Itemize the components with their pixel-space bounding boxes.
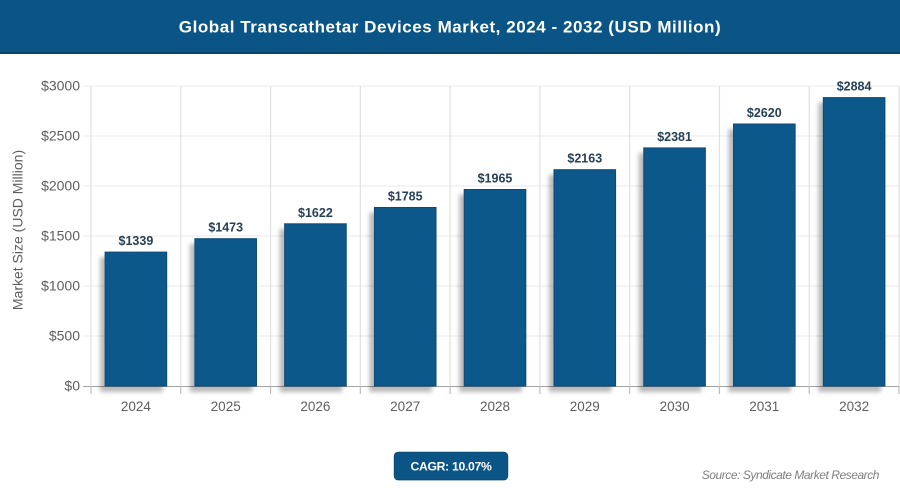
- svg-text:$1500: $1500: [41, 228, 80, 244]
- svg-text:Global Transcathetar Devices M: Global Transcathetar Devices Market, 202…: [179, 17, 721, 36]
- svg-text:$2381: $2381: [657, 130, 692, 144]
- svg-text:$500: $500: [49, 328, 80, 344]
- svg-text:2026: 2026: [300, 399, 330, 414]
- svg-text:$1965: $1965: [478, 172, 513, 186]
- svg-text:$2620: $2620: [747, 106, 782, 120]
- svg-text:2024: 2024: [121, 399, 152, 414]
- svg-text:CAGR: 10.07%: CAGR: 10.07%: [410, 460, 492, 474]
- svg-text:$1339: $1339: [119, 234, 154, 248]
- svg-text:$2163: $2163: [567, 152, 602, 166]
- svg-text:2028: 2028: [480, 399, 510, 414]
- svg-text:$3000: $3000: [41, 78, 80, 94]
- svg-text:2032: 2032: [839, 399, 869, 414]
- svg-text:2031: 2031: [749, 399, 779, 414]
- svg-text:$1785: $1785: [388, 190, 423, 204]
- svg-text:$2884: $2884: [837, 80, 872, 94]
- svg-text:2025: 2025: [211, 399, 241, 414]
- svg-text:$1473: $1473: [208, 221, 243, 235]
- svg-text:$2500: $2500: [41, 128, 80, 144]
- svg-text:2030: 2030: [660, 399, 690, 414]
- svg-text:2027: 2027: [390, 399, 420, 414]
- svg-text:2029: 2029: [570, 399, 600, 414]
- svg-text:Source: Syndicate Market Resea: Source: Syndicate Market Research: [702, 468, 880, 482]
- svg-text:$0: $0: [64, 378, 80, 394]
- svg-text:$1000: $1000: [41, 278, 80, 294]
- svg-text:$1622: $1622: [298, 206, 333, 220]
- svg-text:$2000: $2000: [41, 178, 80, 194]
- svg-text:Market Size (USD Million): Market Size (USD Million): [10, 150, 26, 310]
